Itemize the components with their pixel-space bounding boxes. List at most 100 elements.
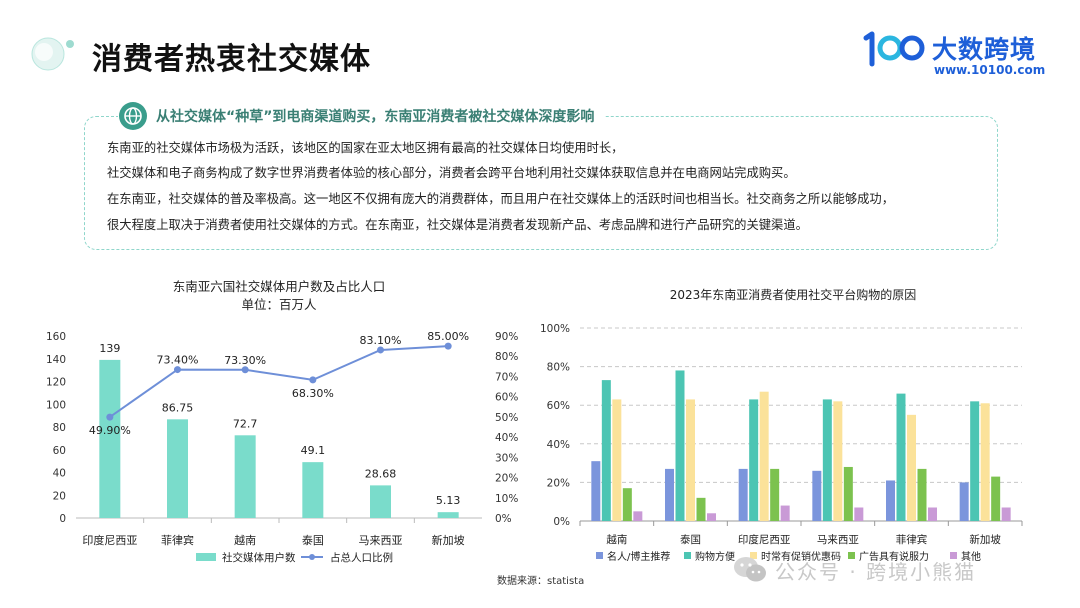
chart1-y2-tick: 50% bbox=[495, 412, 518, 424]
chart1-line-point bbox=[377, 346, 384, 354]
chart1-x-tick: 泰国 bbox=[302, 533, 324, 547]
chart2-bar bbox=[675, 370, 685, 521]
chart2-bar bbox=[980, 403, 990, 521]
chart1-y2-tick: 60% bbox=[495, 392, 518, 404]
chart2-y-tick: 40% bbox=[547, 439, 570, 451]
chart1-y-tick: 100 bbox=[46, 399, 66, 411]
page-title: 消费者热衷社交媒体 bbox=[92, 42, 371, 77]
chart2-bar bbox=[959, 482, 969, 521]
chart1-y2-tick: 40% bbox=[495, 432, 518, 444]
summary-line: 很大程度上取决于消费者使用社交媒体的方式。在东南亚，社交媒体是消费者发现新产品、… bbox=[107, 218, 808, 232]
chart1-bar-label: 139 bbox=[99, 342, 120, 355]
chart1-line bbox=[109, 345, 449, 418]
chart1-y-tick: 60 bbox=[53, 445, 66, 457]
chart1-bar bbox=[370, 485, 391, 518]
chart2-bar bbox=[833, 401, 843, 521]
globe-icon bbox=[119, 102, 147, 130]
chart1-subtitle: 单位：百万人 bbox=[241, 297, 317, 312]
chart2-x-tick: 印度尼西亚 bbox=[738, 533, 791, 546]
chart2-bar bbox=[928, 507, 937, 521]
chart1-bar-label: 5.13 bbox=[436, 494, 461, 507]
chart1-y-tick: 20 bbox=[53, 490, 66, 502]
chart2-legend-label: 其他 bbox=[961, 550, 981, 563]
chart2-y-tick: 20% bbox=[547, 477, 570, 489]
chart1-bar-label: 49.1 bbox=[301, 444, 326, 457]
watermark-text: 公众号 · 跨境小熊猫 bbox=[775, 559, 977, 584]
chart2-bar bbox=[970, 401, 980, 521]
chart2-legend-label: 购物方便 bbox=[695, 550, 735, 563]
wechat-icon bbox=[734, 557, 766, 582]
chart2-bar bbox=[686, 399, 695, 521]
chart2-bar bbox=[780, 505, 790, 521]
chart2-y-tick: 60% bbox=[547, 400, 570, 412]
chart2-bar bbox=[886, 480, 895, 521]
chart2-legend-swatch bbox=[950, 552, 957, 559]
brand-mark-icon bbox=[863, 31, 925, 67]
chart2-legend-swatch bbox=[848, 552, 855, 559]
chart1-line-label: 73.30% bbox=[224, 354, 266, 367]
chart1-bar bbox=[167, 419, 188, 518]
chart2-legend-label: 时常有促销优惠码 bbox=[761, 550, 841, 563]
chart2-x-tick: 越南 bbox=[606, 533, 627, 546]
chart1-legend-swatch-bar bbox=[196, 553, 216, 561]
chart1-y-tick: 40 bbox=[53, 468, 66, 480]
chart2-legend-swatch bbox=[750, 552, 757, 559]
chart2-bar bbox=[601, 380, 611, 521]
chart2-x-tick: 新加坡 bbox=[969, 533, 1001, 546]
chart1-line-label: 73.40% bbox=[157, 354, 199, 367]
chart1-y2-tick: 70% bbox=[495, 371, 518, 383]
chart1-bar bbox=[99, 359, 121, 518]
chart1-legend-swatch-point bbox=[309, 554, 315, 560]
chart2-bar bbox=[749, 399, 759, 521]
watermark: 公众号 · 跨境小熊猫 bbox=[733, 552, 1053, 588]
chart1-bar bbox=[234, 435, 256, 518]
chart1-y-tick: 80 bbox=[53, 422, 66, 434]
chart2-bar bbox=[770, 468, 780, 521]
chart1-x-tick: 越南 bbox=[234, 533, 256, 547]
chart1-x-tick: 新加坡 bbox=[432, 533, 465, 547]
chart1-y-tick: 160 bbox=[46, 331, 66, 343]
chart1-bar bbox=[437, 512, 459, 518]
chart1-line-label: 49.90% bbox=[89, 424, 131, 437]
source-note: 数据来源：statista bbox=[497, 576, 585, 587]
chart2-x-tick: 马来西亚 bbox=[817, 534, 859, 546]
chart1-x-tick: 菲律宾 bbox=[161, 533, 194, 547]
chart2-bar bbox=[696, 497, 706, 521]
chart2-bar bbox=[991, 476, 1001, 521]
chart1-legend-label: 占总人口比例 bbox=[330, 551, 393, 564]
chart1-bar bbox=[302, 462, 324, 518]
chart2-bar bbox=[896, 393, 906, 521]
chart2-bar bbox=[591, 461, 601, 521]
chart2-legend-label: 名人/博主推荐 bbox=[607, 550, 670, 563]
chart2-legend-swatch bbox=[684, 552, 691, 559]
chart1-title: 东南亚六国社交媒体用户数及占比人口 bbox=[173, 279, 386, 294]
chart2-bar bbox=[612, 399, 622, 521]
chart1-bar-label: 28.68 bbox=[365, 467, 397, 480]
chart1-y2-tick: 80% bbox=[495, 351, 518, 363]
chart2-x-tick: 菲律宾 bbox=[896, 533, 928, 546]
summary-line: 社交媒体和电子商务构成了数字世界消费者体验的核心部分，消费者会跨平台地利用社交媒… bbox=[107, 166, 796, 180]
chart2-bar bbox=[1001, 507, 1011, 521]
brand-url: www.10100.com bbox=[934, 63, 1046, 77]
chart1-y2-tick: 90% bbox=[495, 331, 518, 343]
chart2-bar bbox=[707, 513, 716, 521]
chart1-y-tick: 0 bbox=[59, 513, 66, 525]
chart2-legend-label: 广告具有说服力 bbox=[859, 550, 929, 563]
chart2-bar bbox=[759, 391, 769, 521]
chart1-line-point bbox=[106, 413, 114, 421]
brand-logo: 大数跨境 www.10100.com bbox=[862, 30, 1062, 80]
chart2-legend-swatch bbox=[596, 552, 603, 559]
chart1-line-point bbox=[309, 376, 317, 384]
chart1-line-point bbox=[241, 366, 249, 374]
chart1-legend-label: 社交媒体用户数 bbox=[222, 551, 296, 564]
chart2-x-tick: 泰国 bbox=[680, 533, 701, 546]
chart2-bar bbox=[917, 468, 927, 521]
chart2-y-tick: 80% bbox=[547, 362, 570, 374]
chart2-bar bbox=[633, 511, 643, 521]
chart1-y2-tick: 10% bbox=[495, 493, 518, 505]
chart1-x-tick: 印度尼西亚 bbox=[82, 533, 137, 547]
chart2-bar bbox=[907, 414, 916, 521]
summary-line: 在东南亚，社交媒体的普及率极高。这一地区不仅拥有庞大的消费群体，而且用户在社交媒… bbox=[107, 192, 895, 206]
decorative-circles bbox=[31, 37, 74, 71]
